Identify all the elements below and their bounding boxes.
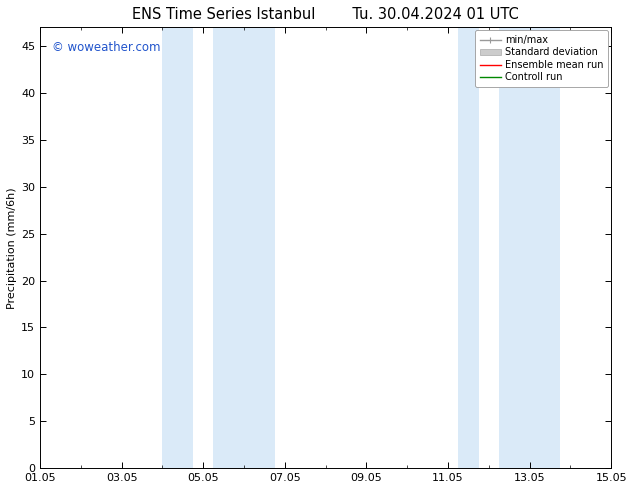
Title: ENS Time Series Istanbul        Tu. 30.04.2024 01 UTC: ENS Time Series Istanbul Tu. 30.04.2024 …	[133, 7, 519, 22]
Legend: min/max, Standard deviation, Ensemble mean run, Controll run: min/max, Standard deviation, Ensemble me…	[475, 30, 609, 87]
Bar	[499, 27, 560, 468]
Bar	[162, 27, 193, 468]
Text: © woweather.com: © woweather.com	[51, 41, 160, 53]
Bar	[458, 27, 479, 468]
Bar	[214, 27, 275, 468]
Y-axis label: Precipitation (mm/6h): Precipitation (mm/6h)	[7, 187, 17, 309]
